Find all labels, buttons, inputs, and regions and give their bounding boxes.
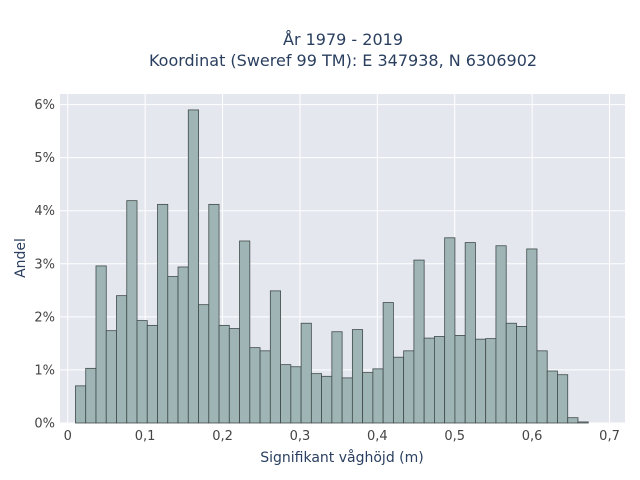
histogram-bar: [259, 350, 271, 424]
histogram-bar: [177, 266, 189, 424]
x-tick-label: 0,5: [444, 429, 465, 444]
histogram-bar: [454, 335, 466, 424]
histogram-bar: [85, 367, 97, 424]
histogram-bar: [434, 336, 446, 424]
histogram-bar: [249, 347, 261, 424]
y-tick-label: 5%: [34, 151, 55, 166]
histogram-bar: [321, 375, 333, 424]
chart-title-line-1: År 1979 - 2019: [283, 30, 403, 49]
histogram-bar: [239, 240, 251, 424]
y-tick-label: 4%: [34, 204, 55, 219]
histogram-bar: [577, 421, 589, 424]
histogram-bar: [105, 330, 117, 424]
histogram-bar: [300, 322, 312, 424]
histogram-bar: [126, 200, 138, 424]
x-tick-labels: 0 0,1 0,2 0,3 0,4 0,5 0,6 0,7: [64, 429, 620, 444]
histogram-bar: [546, 370, 558, 424]
histogram-bar: [567, 417, 579, 424]
histogram-bar: [485, 338, 497, 424]
histogram-bar: [280, 364, 292, 424]
histogram-bar: [198, 304, 210, 424]
y-tick-labels: 0% 1% 2% 3% 4% 5% 6%: [34, 98, 55, 431]
histogram-bar: [444, 237, 456, 424]
histogram-bar: [516, 326, 528, 424]
histogram-bar: [167, 276, 179, 424]
histogram-bar: [218, 324, 230, 424]
histogram-bar: [392, 356, 405, 424]
histogram-bar: [116, 295, 128, 424]
histogram-bar: [95, 265, 107, 424]
histogram-bar: [495, 245, 507, 424]
histogram-bar: [208, 203, 220, 424]
histogram-bar: [290, 366, 302, 424]
histogram-bar: [228, 328, 240, 424]
histogram-bar: [403, 350, 415, 424]
histogram-bar: [536, 350, 548, 424]
y-tick-label: 2%: [34, 310, 55, 325]
x-tick-label: 0,2: [212, 429, 233, 444]
histogram-bar: [341, 377, 353, 424]
histogram-bar: [269, 290, 281, 424]
x-tick-label: 0,7: [599, 429, 620, 444]
histogram-bar: [136, 320, 148, 424]
histogram-bar: [310, 373, 323, 424]
histogram-bar: [372, 368, 384, 424]
histogram-bar: [187, 109, 199, 424]
chart-title-line-2: Koordinat (Sweref 99 TM): E 347938, N 63…: [149, 51, 537, 70]
histogram-bar: [157, 203, 169, 424]
bars: [75, 109, 589, 424]
histogram-bar: [526, 248, 538, 424]
x-tick-label: 0,4: [367, 429, 388, 444]
histogram-bar: [557, 374, 569, 424]
histogram-bar: [505, 322, 517, 424]
y-tick-label: 0%: [34, 417, 55, 432]
histogram-bar: [382, 302, 394, 424]
histogram-bar: [413, 259, 425, 424]
histogram-bar: [423, 337, 435, 424]
x-tick-label: 0,1: [135, 429, 156, 444]
x-tick-label: 0: [64, 429, 72, 444]
histogram-bar: [464, 242, 476, 424]
histogram-bar: [475, 338, 487, 424]
x-tick-label: 0,6: [522, 429, 543, 444]
y-tick-label: 3%: [34, 257, 55, 272]
histogram-bar: [146, 324, 158, 424]
histogram-bar: [351, 329, 364, 424]
y-tick-label: 6%: [34, 98, 55, 113]
y-tick-label: 1%: [34, 363, 55, 378]
y-axis-title: Andel: [13, 238, 29, 278]
histogram-bar: [362, 372, 374, 424]
x-tick-label: 0,3: [290, 429, 311, 444]
histogram-bar: [331, 331, 343, 424]
histogram-bar: [75, 385, 87, 424]
x-axis-title: Signifikant våghöjd (m): [260, 449, 423, 466]
